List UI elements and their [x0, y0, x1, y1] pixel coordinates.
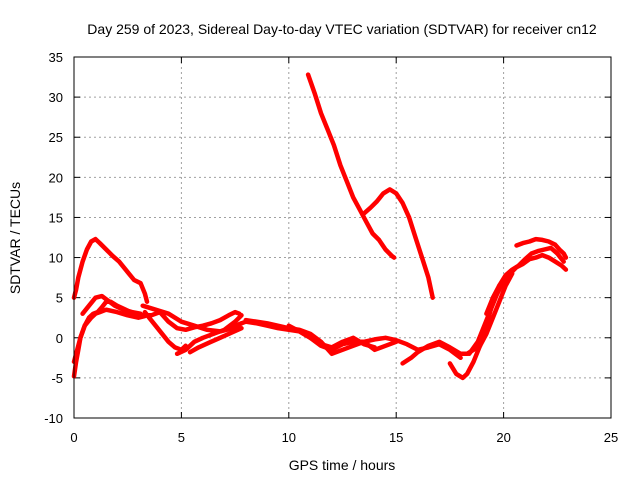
y-tick-label: 30	[49, 90, 63, 105]
y-tick-label: 5	[56, 291, 63, 306]
y-tick-label: -10	[44, 411, 63, 426]
series-line-trace-1	[71, 236, 150, 304]
y-tick-label: 35	[49, 50, 63, 65]
chart-title: Day 259 of 2023, Sidereal Day-to-day VTE…	[87, 21, 597, 37]
plot-area	[71, 72, 569, 381]
series-line-trace-12	[305, 72, 397, 260]
y-tick-label: 15	[49, 210, 63, 225]
x-tick-label: 10	[282, 430, 296, 445]
x-tick-label: 15	[389, 430, 403, 445]
series-line-trace-13	[361, 187, 435, 300]
series-line-trace-17	[484, 245, 566, 316]
y-tick-label: -5	[51, 371, 63, 386]
x-axis-label: GPS time / hours	[289, 457, 396, 473]
tick-labels: 0 5 10 15 20 25 -10 -5 0 5 10 15 20 25 30 35	[44, 50, 618, 445]
series-line-trace-7	[174, 313, 244, 357]
x-tick-label: 25	[604, 430, 618, 445]
y-tick-label: 25	[49, 130, 63, 145]
series-line-trace-8	[187, 325, 244, 355]
x-tick-label: 0	[70, 430, 77, 445]
series-line-trace-3	[71, 307, 148, 365]
grid	[74, 57, 611, 418]
y-tick-label: 10	[49, 251, 63, 266]
series-line-trace-11	[286, 323, 377, 350]
y-tick-label: 0	[56, 331, 63, 346]
y-axis-label: SDTVAR / TECUs	[7, 182, 23, 294]
series-line-trace-14	[400, 271, 515, 366]
series-line-trace-5	[142, 309, 188, 353]
axis-ticks	[73, 56, 612, 419]
series-line-trace-4	[80, 293, 143, 316]
series-line-trace-18	[514, 236, 569, 260]
x-tick-label: 20	[496, 430, 510, 445]
plot-frame	[73, 56, 612, 419]
x-tick-label: 5	[178, 430, 185, 445]
y-tick-label: 20	[49, 170, 63, 185]
